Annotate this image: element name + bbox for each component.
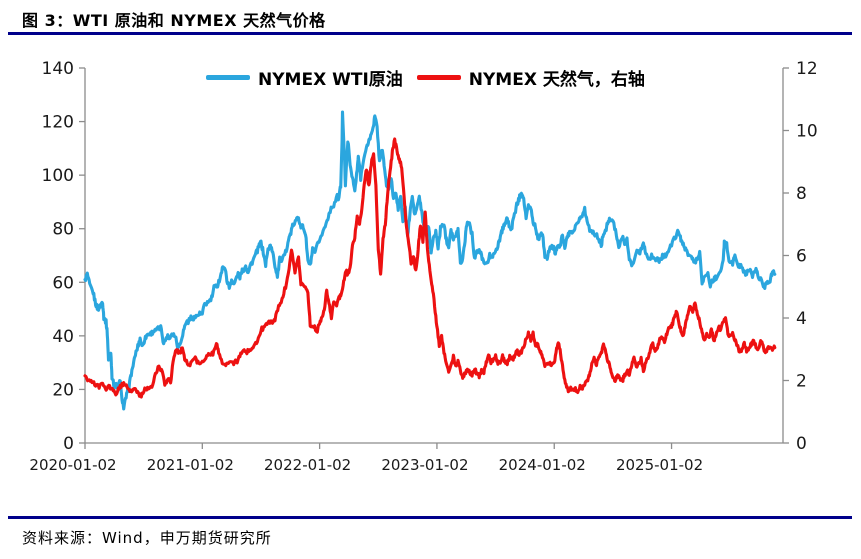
y-left-tick-label: 100 — [42, 166, 74, 186]
x-tick-label: 2025-01-02 — [616, 456, 703, 474]
gas-line-swatch-icon — [416, 75, 461, 80]
y-left-tick-label: 80 — [52, 220, 74, 240]
x-tick-label: 2023-01-02 — [381, 456, 468, 474]
y-left-tick-label: 40 — [52, 327, 74, 347]
y-right-tick-label: 0 — [796, 434, 807, 454]
wti-price-line — [83, 110, 777, 411]
y-right-tick-label: 8 — [796, 184, 807, 204]
y-right-tick-label: 10 — [796, 122, 818, 142]
x-tick-label: 2021-01-02 — [147, 456, 234, 474]
wti-line-swatch-icon — [206, 75, 250, 80]
x-tick-label: 2020-01-02 — [29, 456, 116, 474]
source-divider — [8, 516, 852, 519]
chart-legend: NYMEX WTI原油 NYMEX 天然气，右轴 — [206, 65, 645, 90]
y-left-tick-label: 120 — [42, 113, 74, 133]
natgas-price-line — [83, 137, 777, 399]
title-divider — [8, 32, 852, 35]
legend-label-wti: NYMEX WTI原油 — [258, 70, 403, 90]
legend-label-gas: NYMEX 天然气，右轴 — [468, 70, 645, 90]
y-left-tick-label: 20 — [52, 380, 74, 400]
y-right-tick-label: 4 — [796, 309, 807, 329]
source-text: 资料来源：Wind，申万期货研究所 — [22, 529, 272, 547]
y-left-tick-label: 0 — [63, 434, 74, 454]
legend-item-wti: NYMEX WTI原油 — [206, 65, 403, 90]
y-right-tick-label: 2 — [796, 372, 807, 392]
y-right-tick-label: 12 — [796, 59, 818, 79]
legend-item-gas: NYMEX 天然气，右轴 — [416, 65, 645, 90]
figure-title: 图 3：WTI 原油和 NYMEX 天然气价格 — [22, 11, 326, 30]
y-right-tick-label: 6 — [796, 247, 807, 267]
y-left-tick-label: 60 — [52, 273, 74, 293]
x-tick-label: 2022-01-02 — [264, 456, 351, 474]
y-left-tick-label: 140 — [42, 59, 74, 79]
x-tick-label: 2024-01-02 — [499, 456, 586, 474]
